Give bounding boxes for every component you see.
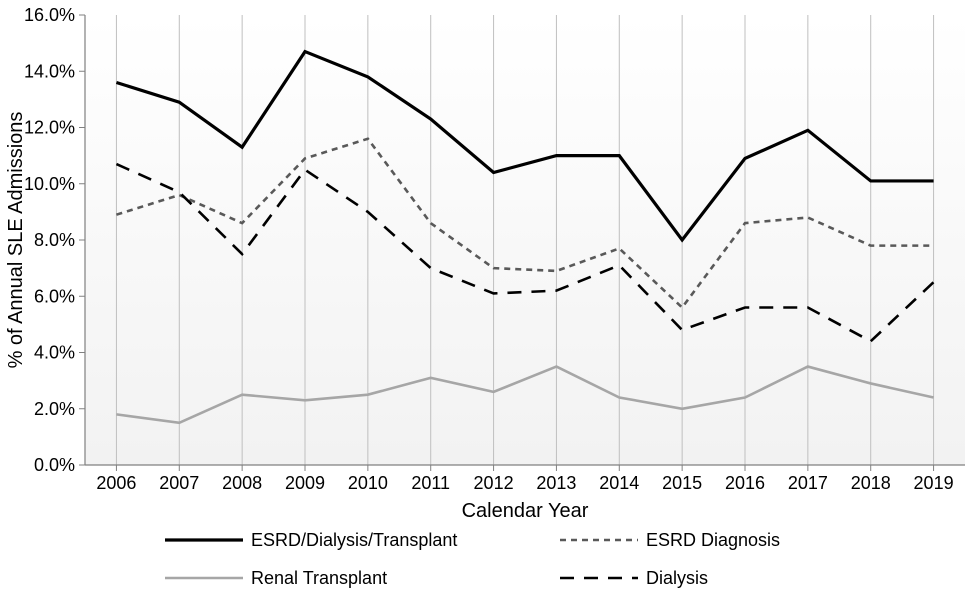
legend-label: Dialysis [646,568,708,588]
x-tick-label: 2013 [536,473,576,493]
x-tick-label: 2012 [474,473,514,493]
x-tick-label: 2009 [285,473,325,493]
y-tick-label: 8.0% [34,230,75,250]
x-tick-label: 2016 [725,473,765,493]
line-chart: 0.0% 2.0% 4.0% 6.0% 8.0% 10.0% 12.0% 14.0% 16.0%… [0,0,975,608]
y-tick-label: 0.0% [34,455,75,475]
x-tick-label: 2018 [851,473,891,493]
y-tick-label: 12.0% [24,118,75,138]
y-tick-label: 2.0% [34,399,75,419]
y-axis-label: % of Annual SLE Admissions [5,112,27,369]
y-tick-label: 6.0% [34,286,75,306]
x-axis-label: Calendar Year [462,500,589,522]
x-tick-label: 2007 [159,473,199,493]
legend-label: ESRD Diagnosis [646,530,780,550]
legend-label: ESRD/Dialysis/Transplant [251,530,457,550]
y-tick-label: 4.0% [34,343,75,363]
x-tick-label: 2011 [411,473,450,493]
y-tick-label: 10.0% [24,174,75,194]
x-tick-label: 2008 [222,473,262,493]
x-tick-label: 2010 [348,473,388,493]
x-tick-label: 2015 [662,473,702,493]
x-tick-label: 2019 [914,473,954,493]
y-tick-label: 14.0% [24,61,75,81]
x-tick-label: 2014 [599,473,639,493]
x-tick-label: 2006 [96,473,136,493]
x-tick-label: 2017 [788,473,828,493]
legend-label: Renal Transplant [251,568,387,588]
chart-svg: 0.0% 2.0% 4.0% 6.0% 8.0% 10.0% 12.0% 14.0% 16.0%… [0,0,975,608]
y-tick-label: 16.0% [24,5,75,25]
